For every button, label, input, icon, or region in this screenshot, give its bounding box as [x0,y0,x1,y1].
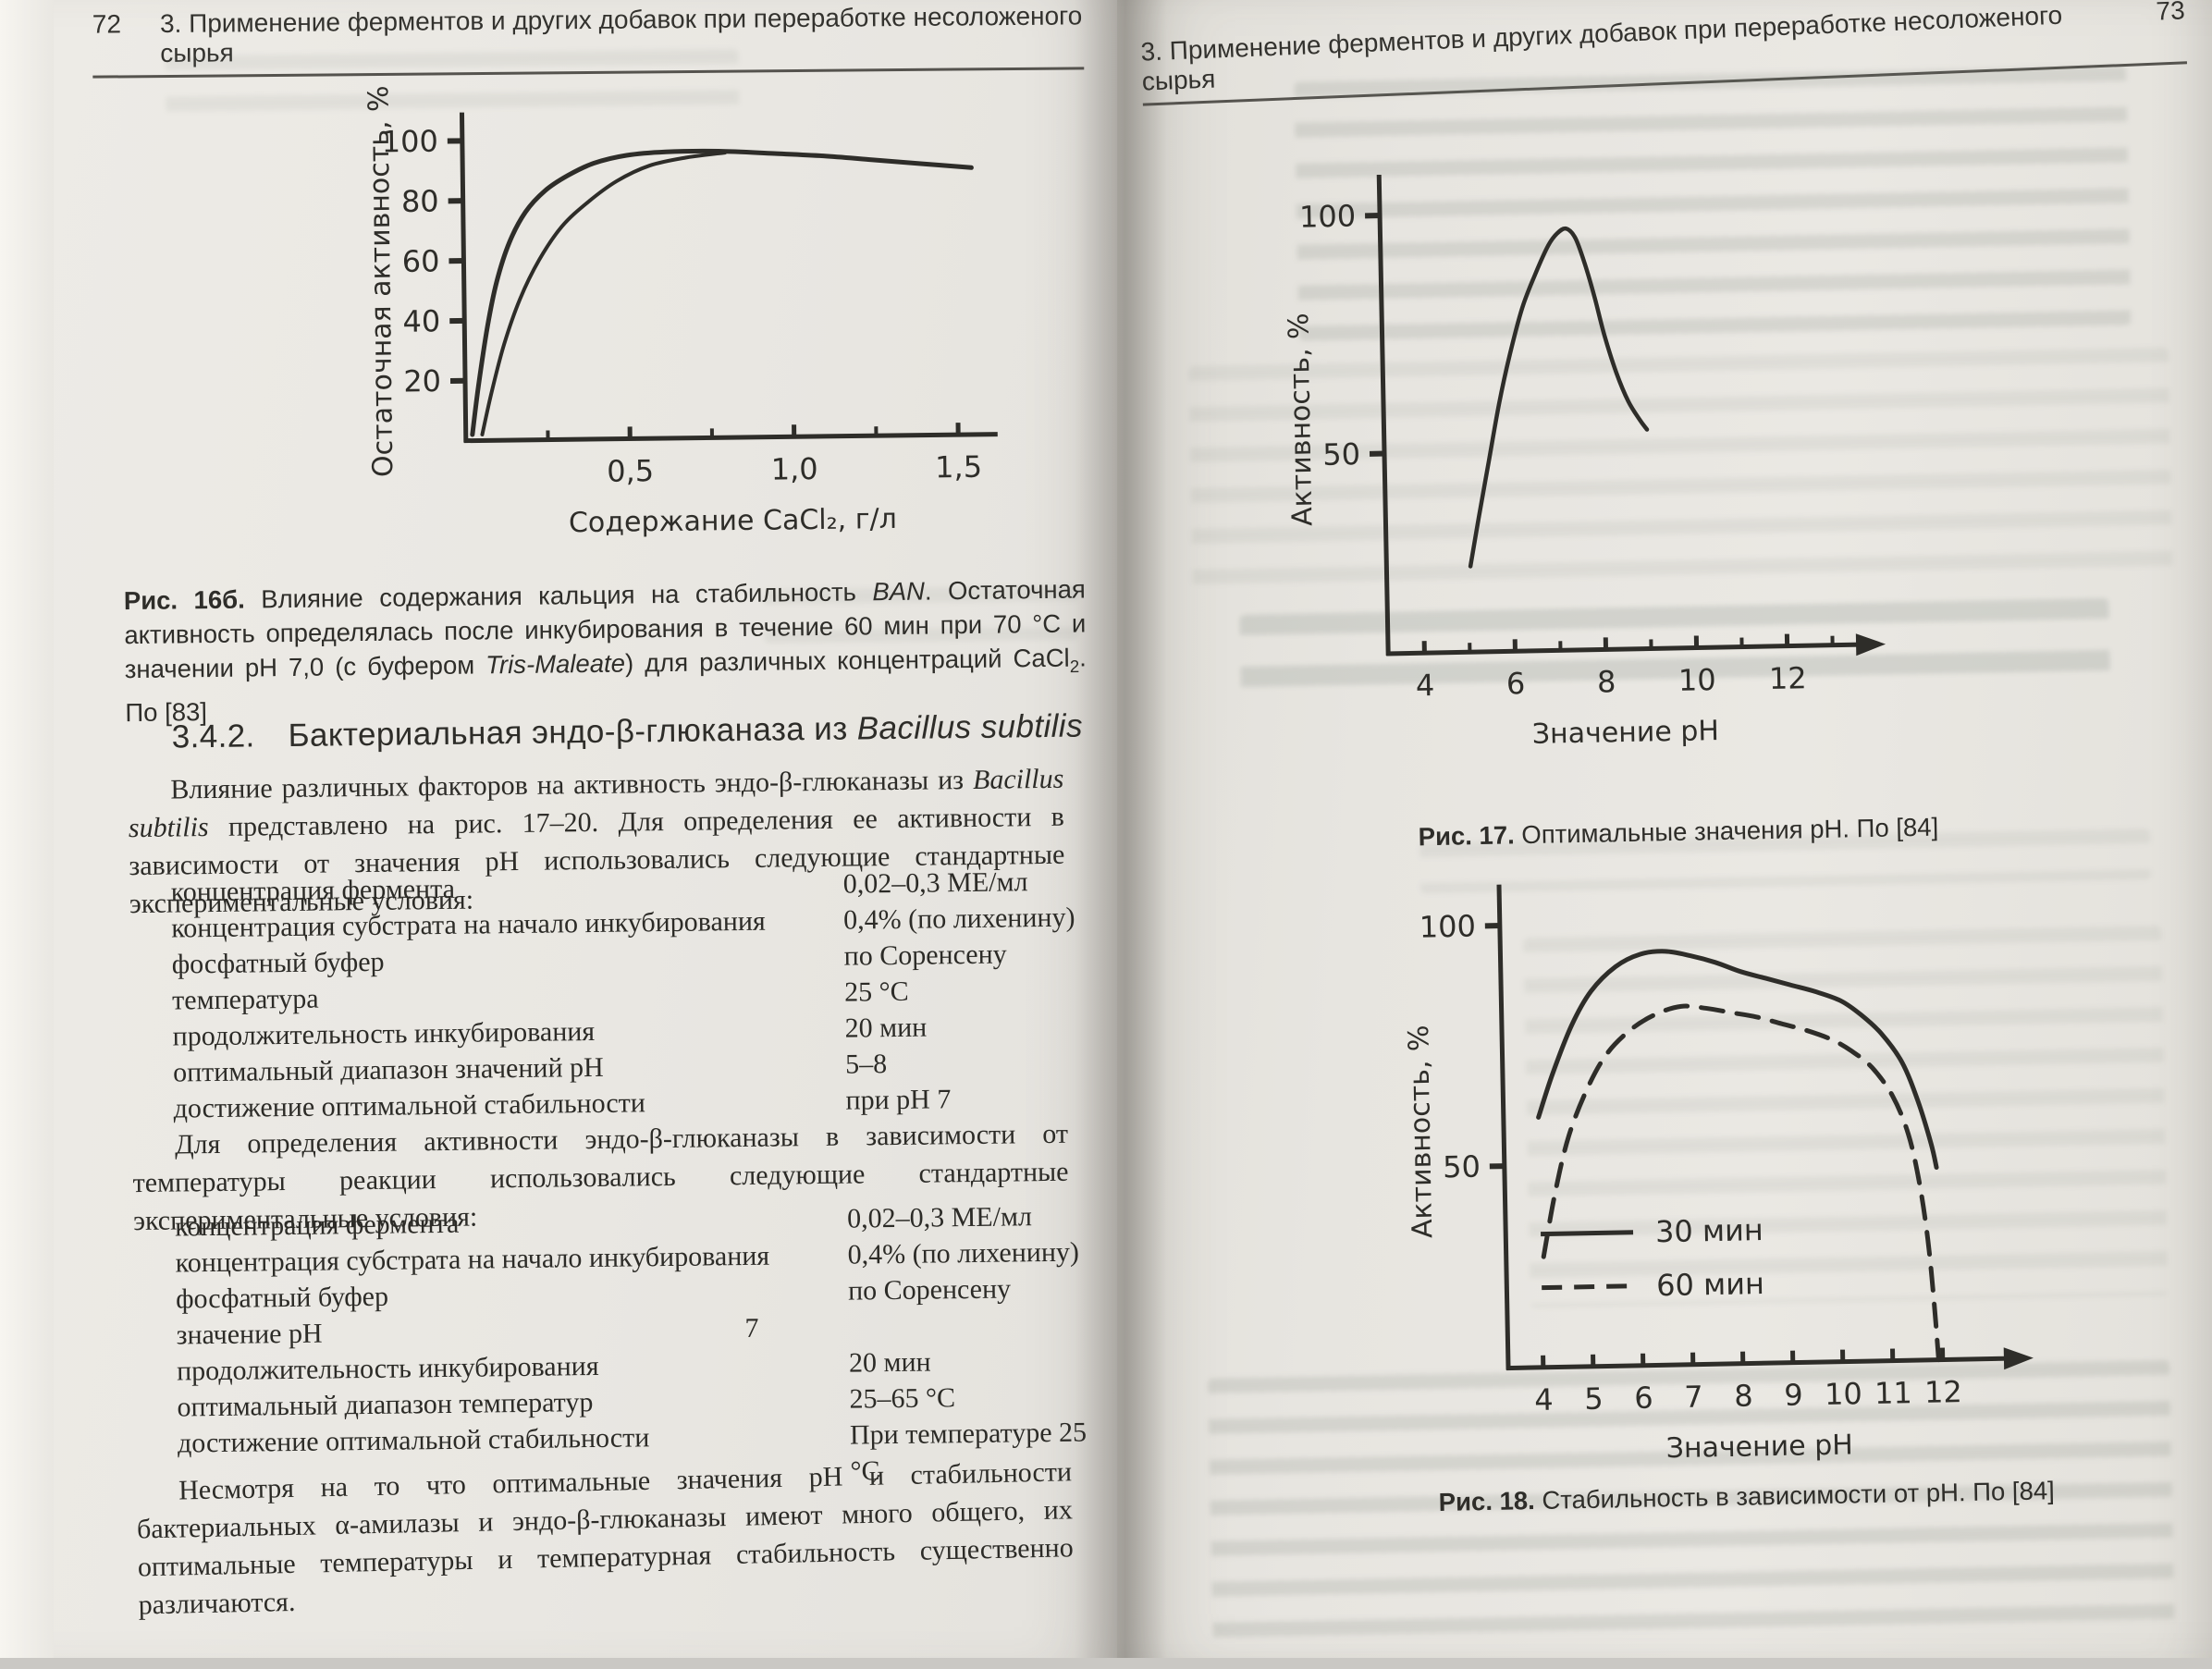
section-number: 3.4.2. [171,718,254,755]
fig17-chart: 50 100 4 6 8 10 12 Активность, % Значение pH [1263,144,1923,804]
svg-text:8: 8 [1597,664,1616,699]
condition-value: 25–65 °C [849,1378,1106,1417]
right-page-content: 50 100 4 6 8 10 12 Активность, % Значение pH Рис… [1108,0,2212,1669]
svg-text:50: 50 [1443,1149,1481,1185]
condition-value: 0,02–0,3 МЕ/мл [847,1197,1104,1236]
svg-text:Активность, %: Активность, % [1403,1025,1439,1238]
svg-text:40: 40 [402,303,440,338]
svg-text:100: 100 [1299,199,1357,235]
condition-value: 7 [744,1307,1002,1346]
conditions-list-ph: концентрация фермента 0,02–0,3 МЕ/мл кон… [129,863,1103,1127]
svg-text:Значение pH: Значение pH [1531,715,1719,751]
svg-text:60: 60 [401,243,439,278]
svg-text:60 мин: 60 мин [1656,1266,1764,1303]
condition-value: 5–8 [845,1043,1102,1082]
svg-text:6: 6 [1634,1381,1653,1416]
svg-text:10: 10 [1825,1376,1862,1412]
left-page: 72 3. Применение ферментов и других доба… [54,0,1117,1658]
svg-text:80: 80 [401,184,439,219]
svg-text:100: 100 [1419,909,1476,945]
svg-text:9: 9 [1784,1377,1803,1412]
photo-left-edge [0,0,54,1658]
svg-text:1,0: 1,0 [770,451,817,487]
condition-value: 0,4% (по лихенину) [843,899,1100,938]
condition-value: по Соренсену [848,1270,1105,1308]
svg-text:0,5: 0,5 [607,453,654,489]
conditions-list-temperature: концентрация фермента 0,02–0,3 МЕ/мл кон… [133,1197,1108,1498]
condition-value: при pH 7 [845,1079,1102,1118]
condition-value: 0,4% (по лихенину) [847,1233,1104,1272]
svg-text:7: 7 [1684,1380,1703,1415]
svg-text:4: 4 [1416,668,1435,703]
condition-value: по Соренсену [843,935,1100,974]
svg-text:Активность, %: Активность, % [1283,313,1319,526]
svg-text:20: 20 [403,363,441,399]
svg-text:6: 6 [1506,666,1526,701]
condition-value: 25 °C [844,971,1101,1010]
svg-text:8: 8 [1734,1378,1753,1413]
svg-text:1,5: 1,5 [935,449,982,485]
svg-text:12: 12 [1769,660,1807,696]
fig16b-caption: Рис. 16б. Влияние содержания кальция на … [124,571,1088,729]
fig17-caption: Рис. 17. Оптимальные значения pH. По [84… [1327,808,2031,856]
svg-text:5: 5 [1584,1381,1604,1417]
svg-text:Значение pH: Значение pH [1665,1429,1853,1465]
condition-value: 20 мин [844,1007,1101,1046]
svg-text:11: 11 [1874,1375,1912,1411]
condition-value: 20 мин [849,1342,1106,1381]
paragraph-comparison: Несмотря на то что оптимальные значения … [136,1453,1075,1624]
svg-text:4: 4 [1534,1382,1554,1417]
svg-text:30 мин: 30 мин [1655,1212,1763,1249]
svg-text:50: 50 [1322,436,1360,472]
svg-text:Остаточная активность, %: Остаточная активность, % [363,85,399,477]
condition-value: 0,02–0,3 МЕ/мл [842,863,1100,902]
svg-text:Содержание CaCl₂, г/л: Содержание CaCl₂, г/л [569,503,897,539]
right-page: 3. Применение ферментов и других добавок… [1117,0,2212,1658]
svg-text:12: 12 [1924,1374,1962,1410]
svg-text:10: 10 [1678,662,1716,698]
